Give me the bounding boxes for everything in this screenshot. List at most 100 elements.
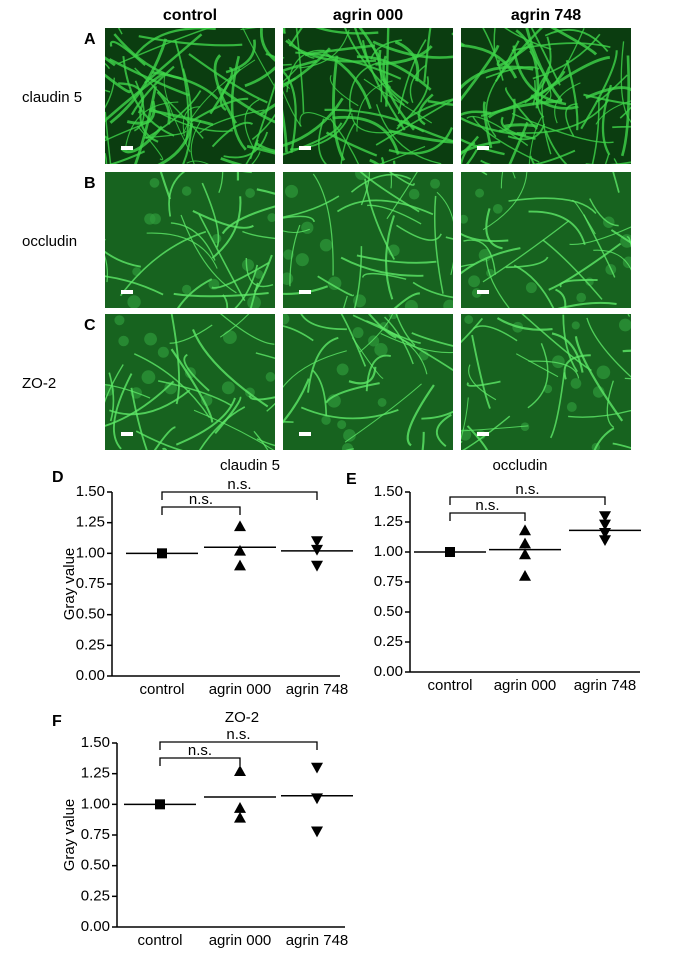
significance-label: n.s.	[188, 742, 212, 759]
fiber	[593, 427, 615, 450]
fiber	[393, 292, 421, 308]
nucleus	[551, 355, 565, 369]
nucleus	[181, 186, 192, 196]
fiber	[211, 261, 270, 289]
fiber	[180, 214, 237, 294]
y-axis-label: Gray value	[61, 799, 78, 872]
fiber	[542, 239, 603, 300]
fiber	[624, 377, 631, 380]
panel-letter: D	[52, 469, 64, 486]
fiber	[190, 120, 202, 164]
fiber	[352, 314, 421, 344]
marker	[599, 528, 611, 539]
fiber	[119, 230, 207, 297]
x-tick-label: control	[137, 932, 182, 949]
fiber	[626, 236, 631, 249]
significance-bracket	[161, 491, 318, 500]
fiber	[365, 354, 391, 392]
fiber	[105, 153, 108, 164]
fiber	[388, 172, 415, 186]
fiber	[332, 55, 346, 162]
fiber	[218, 172, 224, 193]
fiber	[170, 222, 216, 261]
fiber	[283, 195, 340, 218]
marker	[311, 560, 323, 572]
fiber	[300, 406, 399, 420]
fiber	[108, 58, 190, 97]
fiber	[105, 380, 175, 427]
x-tick-label: control	[139, 681, 184, 698]
fiber	[312, 173, 334, 276]
fiber	[583, 214, 616, 278]
nucleus	[149, 177, 160, 188]
fiber	[387, 330, 453, 372]
y-tick-label: 0.50	[76, 606, 105, 623]
panel-letter: A	[84, 31, 96, 48]
micrograph	[461, 314, 631, 450]
fiber	[427, 99, 453, 106]
fiber	[198, 213, 246, 302]
fiber	[288, 28, 303, 47]
y-axis-label: Gray value	[61, 548, 78, 621]
fiber	[146, 232, 218, 269]
fiber	[192, 329, 269, 408]
y-tick-label: 0.00	[76, 667, 105, 684]
fiber	[307, 336, 339, 393]
fiber	[173, 291, 269, 298]
fiber	[380, 332, 453, 354]
fiber	[468, 364, 497, 401]
nucleus	[301, 221, 314, 234]
fiber	[397, 39, 427, 115]
marker	[599, 519, 611, 531]
fiber	[183, 353, 210, 392]
fiber	[586, 317, 631, 378]
fiber	[317, 275, 354, 297]
fiber	[528, 210, 586, 246]
fiber	[516, 353, 559, 378]
fiber	[299, 112, 331, 127]
fiber	[591, 97, 600, 164]
fiber	[480, 149, 576, 164]
fiber	[105, 111, 112, 164]
fiber	[361, 40, 406, 131]
fiber	[248, 395, 275, 401]
fiber	[461, 110, 492, 117]
fiber	[117, 28, 123, 35]
fiber	[219, 67, 242, 112]
fiber	[568, 409, 631, 418]
fiber	[139, 109, 159, 143]
fiber	[109, 389, 191, 416]
fiber	[109, 40, 146, 66]
fiber	[528, 360, 580, 379]
nucleus	[254, 269, 264, 279]
fiber	[610, 229, 631, 244]
fiber	[244, 99, 260, 152]
scale-bar	[477, 290, 489, 294]
fiber	[157, 380, 232, 407]
y-tick-label: 0.75	[76, 575, 105, 592]
fiber	[349, 61, 382, 112]
fiber	[461, 397, 469, 441]
fiber	[461, 263, 475, 268]
nucleus	[341, 443, 354, 450]
fiber	[188, 53, 268, 104]
fiber	[366, 320, 428, 375]
fiber	[163, 74, 191, 153]
fiber	[461, 425, 529, 432]
fiber	[255, 352, 275, 359]
y-tick-label: 1.00	[374, 543, 403, 560]
marker	[519, 524, 531, 536]
nucleus	[132, 267, 142, 276]
fiber	[462, 415, 511, 450]
row-label: claudin 5	[22, 89, 82, 106]
fiber	[370, 43, 383, 103]
fiber	[548, 242, 622, 291]
fiber	[503, 123, 539, 128]
scale-bar	[121, 290, 133, 294]
nucleus	[461, 214, 469, 224]
significance-bracket	[449, 496, 606, 505]
fiber	[289, 224, 301, 287]
fiber	[219, 314, 250, 338]
fiber	[461, 141, 476, 164]
fiber	[580, 50, 618, 130]
